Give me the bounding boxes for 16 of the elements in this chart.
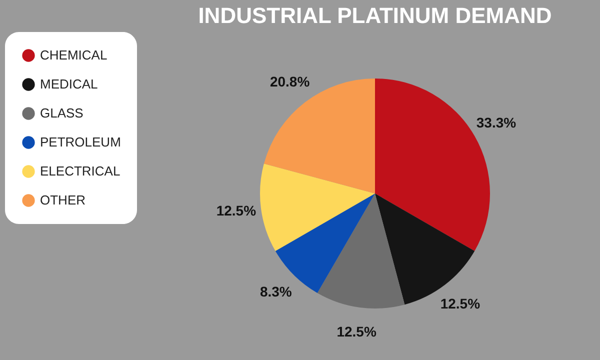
- data-label: 8.3%: [260, 283, 292, 300]
- data-label: 20.8%: [270, 73, 310, 90]
- legend-label: CHEMICAL: [40, 48, 108, 62]
- data-label: 33.3%: [476, 114, 517, 130]
- chart-title: INDUSTRIAL PLATINUM DEMAND: [198, 3, 552, 28]
- pie-slice: [317, 194, 405, 308]
- legend-label: OTHER: [40, 192, 86, 208]
- pie-slice: [264, 78, 375, 194]
- data-label: 12.5%: [440, 296, 481, 312]
- legend-label: MEDICAL: [40, 76, 98, 92]
- pie-slice: [260, 164, 375, 251]
- data-label: 12.5%: [216, 202, 257, 219]
- legend-label: PETROLEUM: [40, 134, 121, 150]
- legend-label: ELECTRICAL: [40, 164, 120, 178]
- legend-label: GLASS: [40, 106, 84, 120]
- data-label: 12.5%: [336, 323, 377, 340]
